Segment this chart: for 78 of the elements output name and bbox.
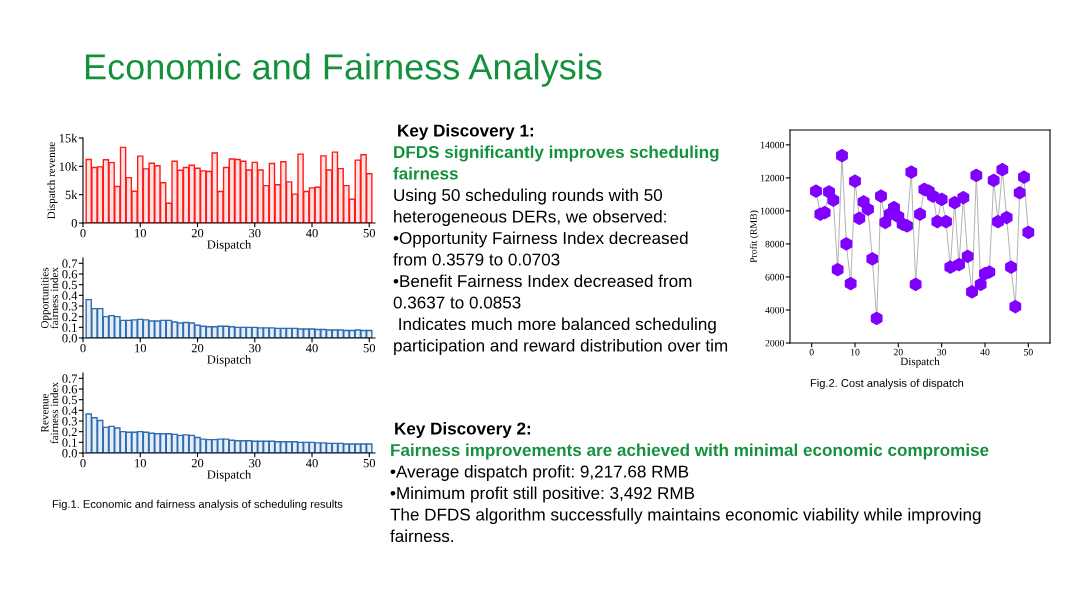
y-tick-label: 0.5 — [62, 395, 77, 405]
x-tick-label: 10 — [135, 458, 147, 468]
x-tick-label: 0 — [809, 348, 814, 356]
x-tick-label: 30 — [249, 228, 261, 238]
x-tick-label: 20 — [191, 458, 204, 468]
y-tick-label: 15k — [59, 133, 78, 143]
x-tick-label: 50 — [1024, 348, 1033, 356]
y-tick-label: 0.4 — [62, 291, 78, 300]
y-tick-label: 0.4 — [62, 406, 78, 415]
text: Key Discovery 2: — [395, 422, 531, 438]
y-tick-label: 0.7 — [62, 374, 78, 383]
y-tick-label: 12000 — [760, 174, 785, 182]
text: •Opportunity Fairness Index decreased — [393, 231, 688, 248]
text: •Average dispatch profit: 9,217.68 RMB — [390, 465, 689, 481]
y-tick-label: 2000 — [765, 339, 785, 347]
y-tick-label: 0.3 — [62, 302, 77, 311]
y-tick-label: 0.2 — [62, 312, 77, 322]
y-tick-label: 0.5 — [62, 280, 77, 290]
y-tick-label: 0 — [71, 219, 77, 228]
text: •Minimum profit still positive: 3,492 RMB — [390, 486, 695, 503]
x-axis-title: Dispatch — [207, 239, 252, 252]
x-axis-title: Dispatch — [207, 354, 252, 367]
x-axis-title: Dispatch — [900, 357, 940, 368]
y-tick-label: 8000 — [765, 240, 785, 248]
x-tick-label: 10 — [850, 348, 860, 356]
x-tick-label: 10 — [135, 343, 147, 353]
y-tick-label: 0.6 — [62, 270, 78, 279]
y-tick-label: 10000 — [760, 207, 785, 215]
x-tick-label: 0 — [80, 343, 86, 353]
x-tick-label: 40 — [306, 228, 318, 238]
text: DFDS significantly improves scheduling fairness — [393, 145, 719, 180]
text: fairness. — [390, 529, 453, 543]
x-tick-label: 40 — [980, 348, 990, 356]
y-axis-title: Profit (RMB) — [749, 210, 759, 263]
caption: Fig.1. Economic and fairness analysis of scheduling results — [52, 499, 343, 511]
y-axis-title: Opportunities fairness index — [41, 267, 59, 329]
text: Economic and Fairness Analysis — [85, 53, 602, 87]
y-tick-label: 0.6 — [62, 385, 78, 394]
y-tick-label: 0.1 — [62, 438, 77, 447]
x-tick-label: 20 — [191, 228, 204, 238]
x-tick-label: 10 — [135, 228, 147, 238]
text: participation and reward distribution over tim — [394, 339, 728, 355]
y-tick-label: 0.3 — [62, 417, 77, 426]
x-tick-label: 20 — [893, 348, 903, 356]
y-tick-label: 0.1 — [62, 323, 77, 332]
text: Indicates much more balanced scheduling — [399, 317, 716, 334]
x-tick-label: 30 — [249, 343, 261, 353]
x-axis-title: Dispatch — [207, 469, 252, 482]
x-tick-label: 50 — [363, 228, 376, 238]
text: •Benefit Fairness Index decreased from — [393, 274, 692, 288]
x-tick-label: 20 — [191, 343, 204, 353]
text: heterogeneous DERs, we observed: — [394, 210, 666, 226]
text: The DFDS algorithm successfully maintains economic viability while improving — [390, 508, 981, 524]
x-tick-label: 0 — [80, 228, 86, 238]
x-tick-label: 50 — [363, 458, 376, 468]
y-tick-label: 0.0 — [62, 334, 77, 343]
x-tick-label: 50 — [363, 343, 376, 353]
text: Using 50 scheduling rounds with 50 — [394, 188, 663, 205]
y-tick-label: 0.7 — [62, 259, 78, 268]
y-tick-label: 0.2 — [62, 427, 77, 437]
y-tick-label: 6000 — [765, 273, 785, 281]
y-axis-title: Dispatch revenue — [47, 142, 58, 219]
x-tick-label: 40 — [306, 458, 318, 468]
x-tick-label: 40 — [306, 343, 318, 353]
y-tick-label: 5k — [65, 190, 78, 200]
x-tick-label: 30 — [249, 458, 261, 468]
x-tick-label: 30 — [937, 348, 947, 356]
y-axis-title: Revenue fairness index — [41, 382, 59, 444]
text: Key Discovery 1: — [398, 124, 534, 140]
text: 0.3637 to 0.0853 — [393, 296, 521, 309]
text: Fairness improvements are achieved with minimal economic compromise — [391, 443, 989, 460]
y-tick-label: 4000 — [765, 306, 785, 314]
y-tick-label: 10k — [59, 162, 78, 171]
x-tick-label: 0 — [80, 458, 86, 468]
caption: Fig.2. Cost analysis of dispatch — [810, 378, 964, 390]
text: from 0.3579 to 0.0703 — [393, 253, 560, 266]
y-tick-label: 0.0 — [62, 449, 77, 458]
y-tick-label: 14000 — [760, 141, 785, 149]
